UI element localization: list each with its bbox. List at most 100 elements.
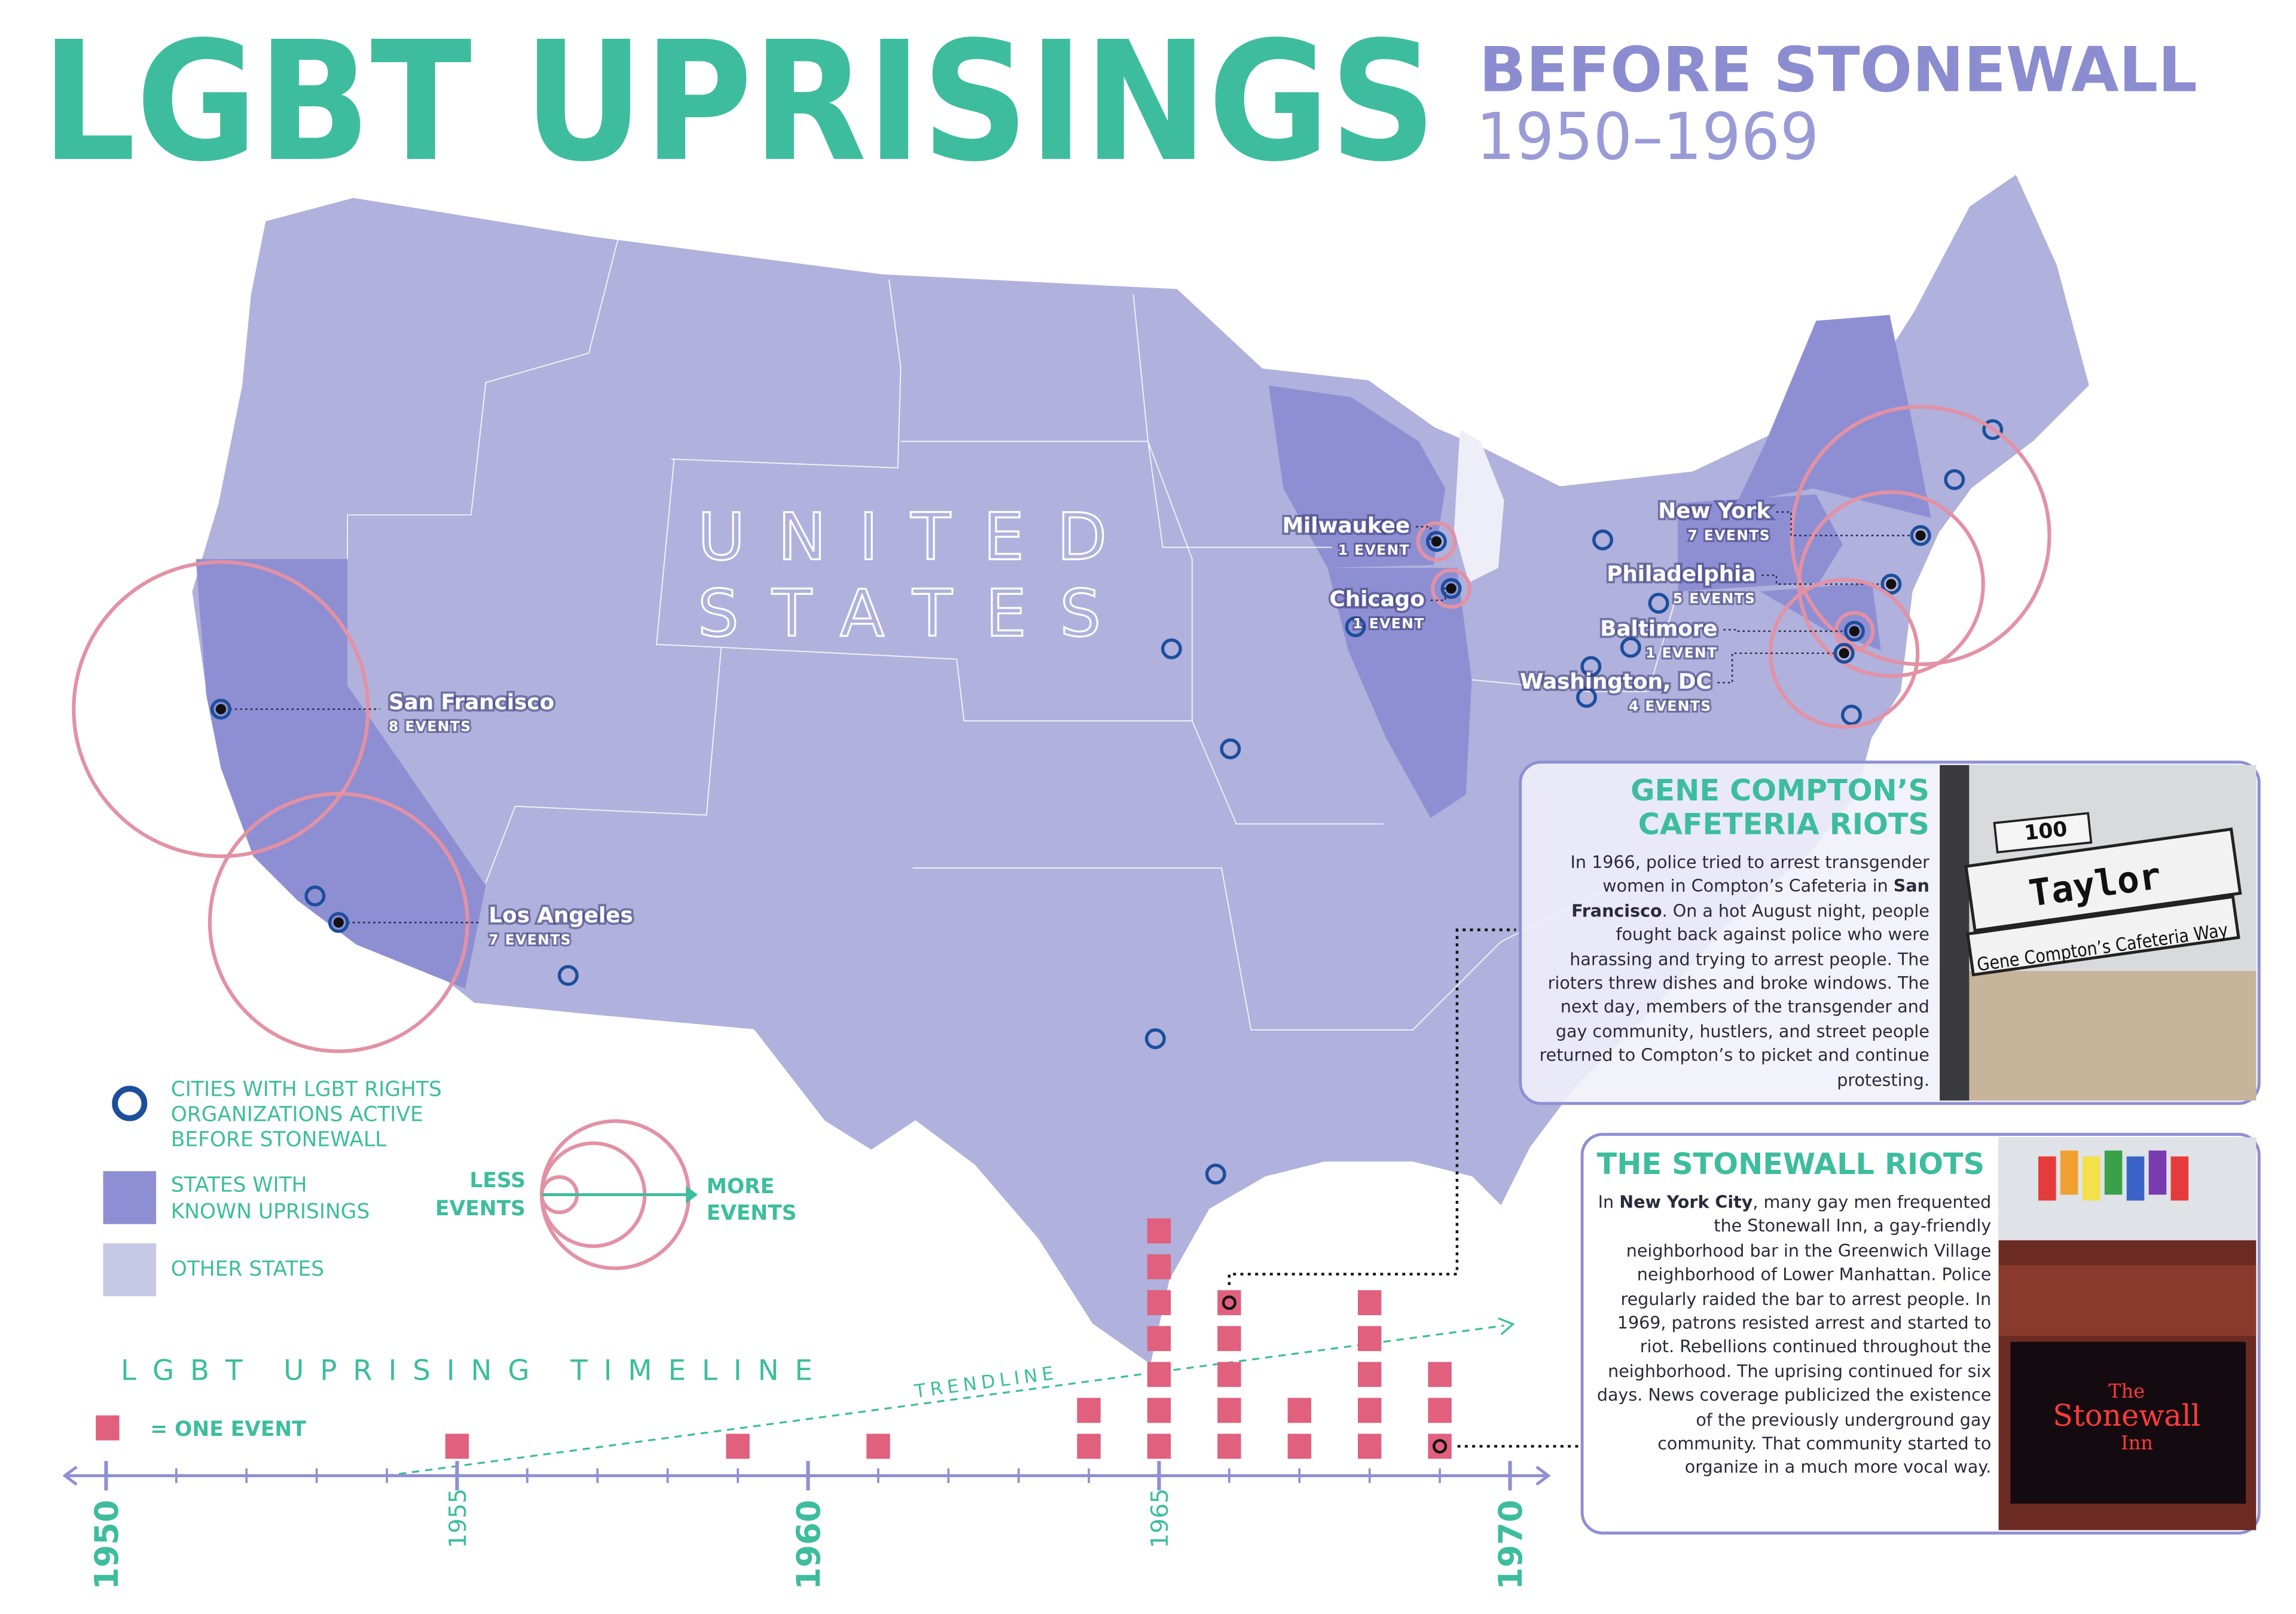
city-dot: [1839, 648, 1849, 659]
timeline-title: LGBT UPRISING TIMELINE: [121, 1355, 813, 1387]
city-dot: [215, 704, 227, 714]
legend-org-marker: [112, 1086, 148, 1121]
event-square: [1217, 1398, 1241, 1423]
city-dot: [1915, 530, 1926, 541]
years: 1950–1969: [1476, 99, 1819, 175]
legend-less: EVENTS: [435, 1197, 526, 1221]
photo-window: [2010, 1341, 2246, 1504]
photo-flags: [2038, 1150, 2189, 1201]
city-events: 1 EVENT: [1338, 542, 1410, 558]
city-name: Milwaukee: [1283, 513, 1410, 538]
photo-flag: [2104, 1150, 2123, 1195]
event-square: [1147, 1362, 1171, 1387]
event-square: [1357, 1433, 1382, 1459]
photo-sign: [1993, 812, 2093, 854]
event-square: [1147, 1218, 1171, 1244]
legend-label: STATES WITH: [171, 1173, 307, 1197]
story-body: . On a hot August night, people fought b…: [1539, 900, 1929, 1090]
photo-flag: [2148, 1150, 2167, 1195]
story-title-line: CAFETERIA RIOTS: [1638, 806, 1929, 842]
story-title: THE STONEWALL RIOTS: [1597, 1148, 1992, 1182]
city-dot: [1431, 536, 1442, 547]
legend-less: LESS: [469, 1169, 526, 1193]
photo-pole: [1940, 765, 1970, 1101]
organization-marker: [304, 885, 326, 907]
event-square: [726, 1433, 750, 1459]
event-stack: [866, 1433, 890, 1459]
event-stack: [1077, 1398, 1101, 1459]
event-circle: [72, 560, 370, 858]
city-ring: [1880, 573, 1902, 595]
city-ring: [328, 912, 349, 933]
leader-line: [1723, 629, 1846, 632]
compton-story: 100 Taylor Gene Compton’s Cafeteria Way …: [1519, 760, 2261, 1105]
leader-line: [1717, 652, 1836, 684]
legend-more: MORE: [707, 1175, 775, 1199]
city-dot: [1446, 583, 1457, 594]
story: THE STONEWALL RIOTS In New York City, ma…: [1597, 1148, 1992, 1480]
event-square: [1217, 1362, 1241, 1387]
legend-label: ORGANIZATIONS ACTIVE: [171, 1102, 423, 1126]
organization-marker: [1648, 592, 1669, 614]
city-ring: [1843, 620, 1865, 642]
event-square: [1217, 1290, 1241, 1316]
axis-arrow: [1535, 1465, 1551, 1486]
compton-photo: 100 Taylor Gene Compton’s Cafeteria Way: [1940, 765, 2257, 1101]
subtitle: BEFORE STONEWALL: [1479, 35, 2197, 106]
city-ring: [1910, 525, 1931, 546]
unit-square: [96, 1415, 120, 1441]
city-name: New York: [1658, 499, 1771, 523]
trendline-arrow: [1498, 1317, 1515, 1335]
event-stack: [726, 1433, 750, 1459]
organization-marker: [1592, 529, 1614, 551]
x-tick-label: 1955: [444, 1488, 472, 1548]
event-square: [1147, 1254, 1171, 1280]
city-name: San Francisco: [389, 690, 554, 714]
highlight-new-york: [1736, 314, 1931, 518]
axis-arrow: [62, 1465, 78, 1486]
leader-line: [1776, 511, 1912, 537]
city-events: 5 EVENTS: [1673, 590, 1756, 607]
event-square: [1147, 1326, 1171, 1352]
organization-marker: [1944, 469, 1965, 490]
organization-marker: [557, 965, 579, 986]
photo-flag: [2060, 1150, 2078, 1195]
photo-text: Stonewall: [2053, 1398, 2200, 1433]
story-body: , many gay men frequented the Stonewall …: [1596, 1191, 1992, 1478]
event-square: [1217, 1326, 1241, 1352]
organization-marker: [1841, 704, 1862, 726]
event-square: [1428, 1398, 1452, 1423]
story-body: In 1966, police tried to arrest transgen…: [1570, 852, 1929, 897]
event-circle: [1431, 568, 1471, 609]
highlight-california: [196, 559, 486, 989]
event-stack: [1147, 1218, 1171, 1459]
photo-sign: [1965, 895, 2240, 977]
legend-arrowhead: [686, 1185, 698, 1204]
organization-marker: [1161, 638, 1182, 659]
stonewall-story: The Stonewall Inn THE STONEWALL RIOTS In…: [1580, 1133, 2261, 1535]
city-events: 1 EVENT: [1645, 644, 1717, 661]
city-events: 4 EVENTS: [1629, 698, 1712, 714]
event-square: [445, 1433, 469, 1459]
organization-marker: [1982, 419, 2004, 441]
title: LGBT UPRISINGS: [41, 7, 1436, 198]
event-stack: [1357, 1290, 1382, 1459]
story-body: In: [1598, 1191, 1620, 1213]
event-square: [1357, 1326, 1382, 1352]
legend-uprising-swatch: [103, 1171, 157, 1224]
photo-flag: [2038, 1156, 2056, 1201]
city-name: Los Angeles: [488, 903, 633, 928]
highlight-wisconsin: [1268, 385, 1446, 568]
event-stack: [445, 1433, 469, 1459]
event-square: [1147, 1398, 1171, 1423]
x-tick-label: 1960: [790, 1500, 828, 1590]
city-ring: [210, 698, 231, 720]
event-square: [1077, 1398, 1101, 1423]
photo-sign: [1964, 827, 2242, 933]
city-name: Philadelphia: [1607, 562, 1755, 586]
highlight-marker: [1433, 1439, 1448, 1454]
photo-flag: [2082, 1156, 2100, 1201]
